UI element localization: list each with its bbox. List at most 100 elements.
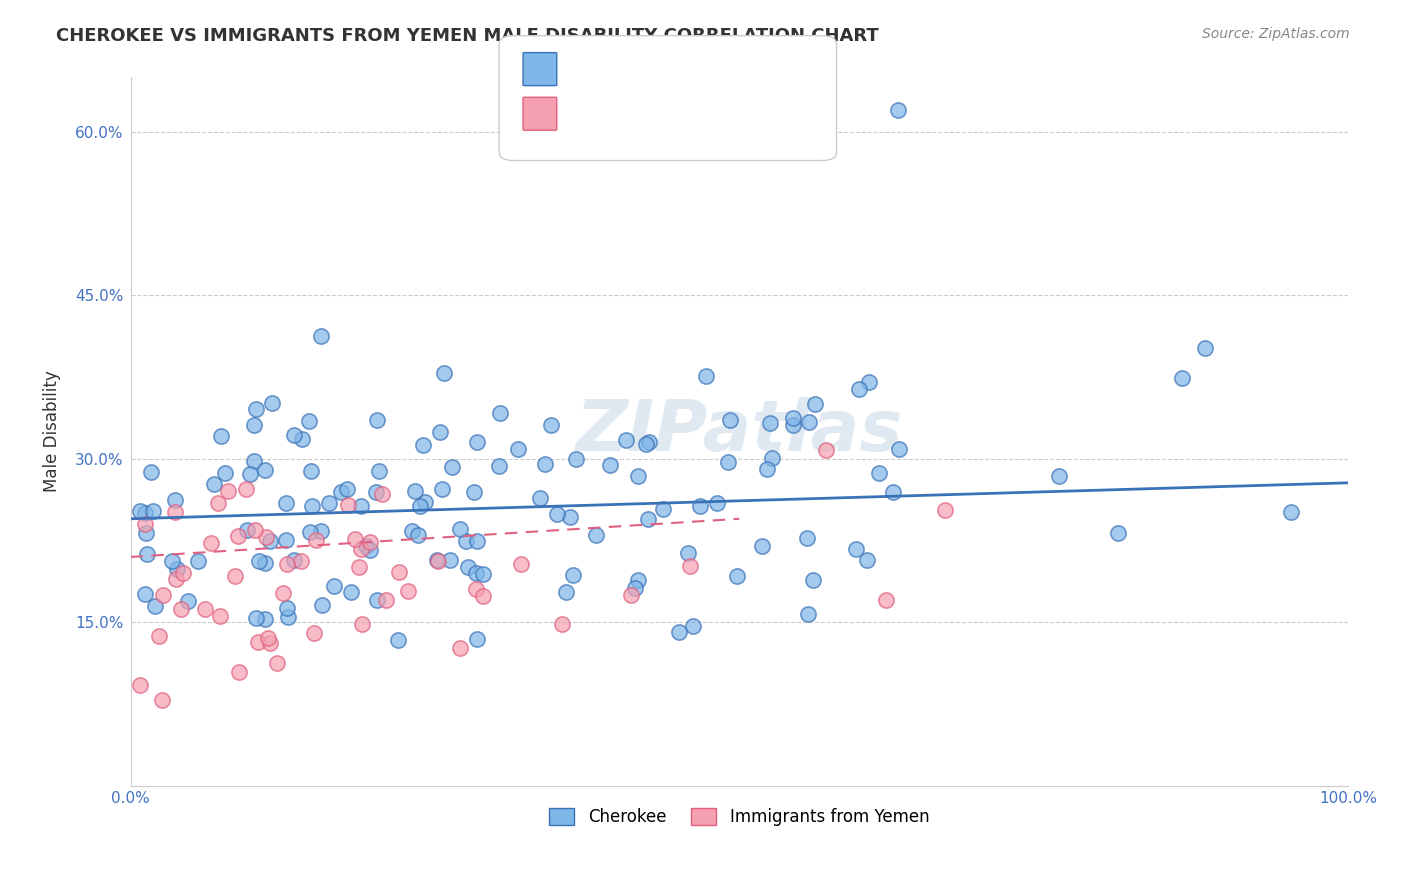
Text: 129: 129: [679, 62, 717, 80]
Cherokee: [489, 406, 512, 420]
Cherokee: [845, 541, 868, 556]
Cherokee: [309, 524, 332, 538]
Cherokee: [782, 417, 804, 432]
Cherokee: [624, 581, 647, 595]
Cherokee: [340, 585, 363, 599]
Cherokee: [725, 568, 748, 582]
Cherokee: [761, 451, 783, 466]
Cherokee: [782, 411, 804, 425]
Immigrants from Yemen: [148, 629, 170, 643]
Cherokee: [134, 587, 156, 601]
Cherokee: [253, 612, 276, 626]
Cherokee: [401, 524, 423, 539]
Cherokee: [276, 496, 298, 510]
Cherokee: [209, 429, 232, 443]
Cherokee: [412, 438, 434, 452]
Cherokee: [614, 433, 637, 447]
Cherokee: [488, 458, 510, 473]
Immigrants from Yemen: [875, 593, 897, 607]
Cherokee: [471, 567, 494, 582]
Cherokee: [245, 610, 267, 624]
Immigrants from Yemen: [814, 443, 837, 458]
Cherokee: [803, 573, 825, 587]
Cherokee: [165, 493, 187, 508]
Cherokee: [139, 465, 162, 479]
Cherokee: [803, 397, 825, 411]
Cherokee: [689, 500, 711, 514]
Cherokee: [311, 598, 333, 612]
Cherokee: [627, 574, 650, 588]
Cherokee: [323, 579, 346, 593]
Cherokee: [449, 522, 471, 536]
Immigrants from Yemen: [128, 678, 150, 692]
Cherokee: [855, 553, 877, 567]
Immigrants from Yemen: [387, 566, 409, 580]
Cherokee: [546, 507, 568, 521]
Cherokee: [335, 482, 357, 496]
Cherokee: [387, 633, 409, 648]
Cherokee: [259, 533, 281, 548]
Cherokee: [636, 437, 658, 451]
Cherokee: [276, 600, 298, 615]
Cherokee: [366, 485, 388, 500]
Immigrants from Yemen: [290, 554, 312, 568]
Cherokee: [758, 416, 780, 430]
Cherokee: [1194, 341, 1216, 355]
Cherokee: [887, 442, 910, 457]
Cherokee: [298, 414, 321, 428]
Cherokee: [142, 504, 165, 518]
Immigrants from Yemen: [134, 516, 156, 531]
Cherokee: [283, 552, 305, 566]
Immigrants from Yemen: [305, 533, 328, 547]
Immigrants from Yemen: [350, 617, 373, 632]
Cherokee: [301, 499, 323, 513]
Immigrants from Yemen: [266, 657, 288, 671]
Cherokee: [245, 402, 267, 417]
Text: Source: ZipAtlas.com: Source: ZipAtlas.com: [1202, 27, 1350, 41]
Immigrants from Yemen: [235, 483, 257, 497]
Cherokee: [202, 477, 225, 491]
Immigrants from Yemen: [276, 557, 298, 571]
Text: N =: N =: [651, 105, 682, 123]
Immigrants from Yemen: [243, 523, 266, 537]
Immigrants from Yemen: [208, 609, 231, 624]
Cherokee: [135, 525, 157, 540]
Cherokee: [433, 366, 456, 380]
Immigrants from Yemen: [200, 536, 222, 550]
Cherokee: [214, 466, 236, 480]
Immigrants from Yemen: [551, 616, 574, 631]
Immigrants from Yemen: [347, 560, 370, 574]
Immigrants from Yemen: [374, 593, 396, 607]
Immigrants from Yemen: [224, 569, 246, 583]
Cherokee: [454, 534, 477, 549]
Cherokee: [751, 539, 773, 553]
Cherokee: [678, 546, 700, 560]
Cherokee: [129, 504, 152, 518]
Cherokee: [755, 462, 778, 476]
Immigrants from Yemen: [152, 588, 174, 602]
Immigrants from Yemen: [165, 572, 187, 586]
Cherokee: [274, 533, 297, 547]
Cherokee: [465, 632, 488, 646]
Cherokee: [706, 496, 728, 510]
Immigrants from Yemen: [247, 635, 270, 649]
Cherokee: [366, 413, 388, 427]
Cherokee: [242, 454, 264, 468]
Immigrants from Yemen: [471, 589, 494, 603]
Cherokee: [1047, 469, 1070, 483]
Immigrants from Yemen: [226, 528, 249, 542]
Cherokee: [359, 542, 381, 557]
Immigrants from Yemen: [426, 554, 449, 568]
Cherokee: [236, 523, 259, 537]
Cherokee: [555, 585, 578, 599]
Cherokee: [406, 528, 429, 542]
Cherokee: [135, 547, 157, 561]
Cherokee: [160, 554, 183, 568]
Cherokee: [187, 554, 209, 568]
Cherokee: [1171, 371, 1194, 385]
Cherokee: [298, 525, 321, 540]
Text: R =: R =: [564, 62, 600, 80]
Immigrants from Yemen: [207, 496, 229, 510]
Immigrants from Yemen: [449, 640, 471, 655]
Cherokee: [533, 458, 555, 472]
